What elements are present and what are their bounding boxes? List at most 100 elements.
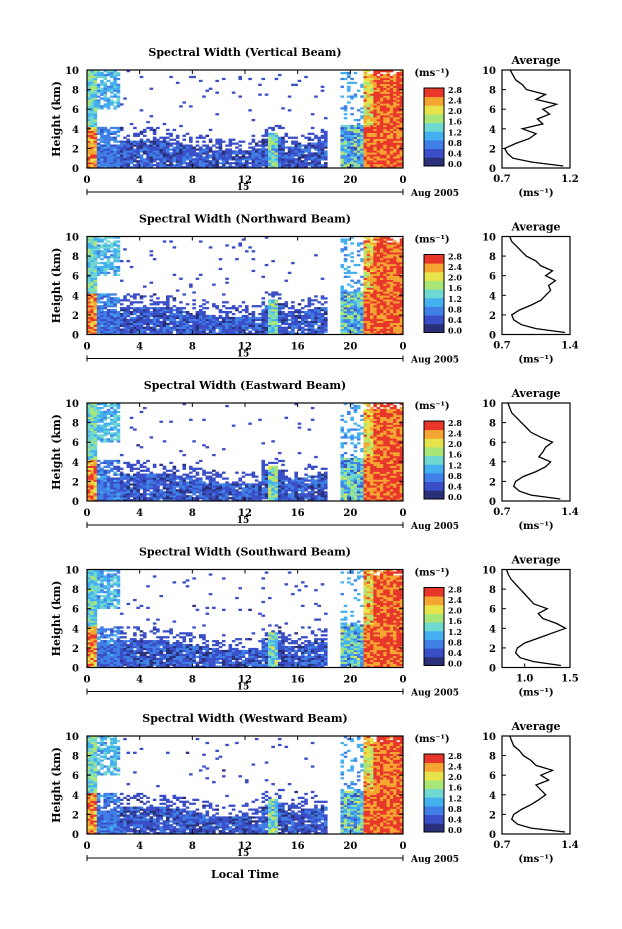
heatmap-cell <box>373 246 377 249</box>
heatmap-cell <box>113 408 117 412</box>
heatmap-cell <box>87 164 91 167</box>
heatmap-cell <box>179 312 183 316</box>
heatmap-cell <box>198 320 203 324</box>
heatmap-cell <box>366 287 371 290</box>
colorbar-segment <box>424 131 444 141</box>
colorbar-segment <box>424 148 444 158</box>
heatmap-cell <box>87 81 91 85</box>
heatmap-cell <box>175 154 180 157</box>
heatmap-cell <box>264 332 269 335</box>
heatmap-cell <box>103 477 108 480</box>
heatmap-cell <box>363 256 368 259</box>
heatmap-cell <box>126 314 131 318</box>
heatmap-cell <box>221 156 226 159</box>
heatmap-cell <box>106 475 111 478</box>
heatmap-cell <box>383 144 387 147</box>
heatmap-cell <box>93 452 98 455</box>
heatmap-cell <box>379 291 384 294</box>
heatmap-cell <box>340 134 345 137</box>
heatmap-cell <box>106 105 111 108</box>
heatmap-cell <box>103 93 108 96</box>
heatmap-cell <box>389 263 394 267</box>
heatmap-cell <box>192 318 196 322</box>
heatmap-cell <box>195 326 200 329</box>
heatmap-cell <box>116 422 121 425</box>
heatmap-cell <box>350 299 354 302</box>
heatmap-cell <box>110 305 114 308</box>
heatmap-cell <box>320 154 325 157</box>
heatmap-cell <box>192 152 196 155</box>
heatmap-cell <box>238 77 243 81</box>
heatmap-cell <box>274 140 279 143</box>
heatmap-cell <box>90 134 94 137</box>
heatmap-cell <box>123 495 127 498</box>
heatmap-cell <box>119 128 124 132</box>
heatmap-cell <box>87 252 91 255</box>
heatmap-cell <box>320 156 325 159</box>
heatmap-cell <box>218 314 223 318</box>
heatmap-cell <box>356 156 361 159</box>
heatmap-cell <box>100 250 104 253</box>
heatmap-cell <box>274 160 279 163</box>
heatmap-cell <box>389 89 394 92</box>
heatmap-cell <box>235 309 239 312</box>
heatmap-cell <box>149 314 154 318</box>
heatmap-cell <box>274 332 279 335</box>
heatmap-cell <box>291 324 295 327</box>
heatmap-cell <box>300 154 305 157</box>
heatmap-cell <box>245 250 249 253</box>
heatmap-cell <box>149 128 154 132</box>
heatmap-cell <box>146 148 150 151</box>
heatmap-cell <box>376 320 381 324</box>
heatmap-cell <box>284 154 289 157</box>
heatmap-cell <box>399 244 404 247</box>
heatmap-cell <box>261 138 266 141</box>
heatmap-cell <box>169 332 173 335</box>
heatmap-cell <box>90 438 94 441</box>
heatmap-cell <box>113 491 117 494</box>
heatmap-cell <box>264 150 269 153</box>
heatmap-cell <box>294 158 298 161</box>
heatmap-cell <box>113 318 117 322</box>
heatmap-cell <box>90 309 94 312</box>
heatmap-cell <box>389 312 394 316</box>
day-label: 15 <box>237 183 250 193</box>
heatmap-cell <box>133 489 137 492</box>
heatmap-cell <box>129 166 134 169</box>
heatmap-cell <box>277 328 282 331</box>
heatmap-cell <box>347 324 351 327</box>
heatmap-cell <box>136 150 140 153</box>
heatmap-cell <box>198 158 203 161</box>
heatmap-cell <box>264 142 269 145</box>
heatmap-cell <box>189 312 193 316</box>
heatmap-cell <box>310 314 315 318</box>
heatmap-cell <box>152 328 157 331</box>
heatmap-cell <box>373 126 377 130</box>
heatmap-cell <box>142 485 147 488</box>
heatmap-cell <box>287 332 292 335</box>
heatmap-cell <box>90 256 94 259</box>
heatmap-cell <box>245 164 249 167</box>
heatmap-cell <box>87 422 91 425</box>
heatmap-cell <box>376 91 381 94</box>
heatmap-cell <box>100 481 104 484</box>
heatmap-cell <box>350 322 354 325</box>
heatmap-cell <box>93 403 98 406</box>
heatmap-cell <box>363 148 368 151</box>
heatmap-cell <box>287 310 292 314</box>
heatmap-cell <box>129 332 134 335</box>
heatmap-cell <box>393 119 397 122</box>
heatmap-cell <box>254 322 259 325</box>
heatmap-cell <box>119 103 124 106</box>
heatmap-cell <box>133 467 137 470</box>
heatmap-cell <box>149 491 154 494</box>
heatmap-cell <box>162 328 167 331</box>
heatmap-cell <box>185 322 190 325</box>
heatmap-cell <box>347 309 351 312</box>
heatmap-cell <box>248 330 252 333</box>
heatmap-cell <box>363 164 368 167</box>
heatmap-cell <box>393 330 397 333</box>
heatmap-cell <box>386 312 391 316</box>
heatmap-cell <box>126 140 131 143</box>
heatmap-cell <box>169 316 173 320</box>
